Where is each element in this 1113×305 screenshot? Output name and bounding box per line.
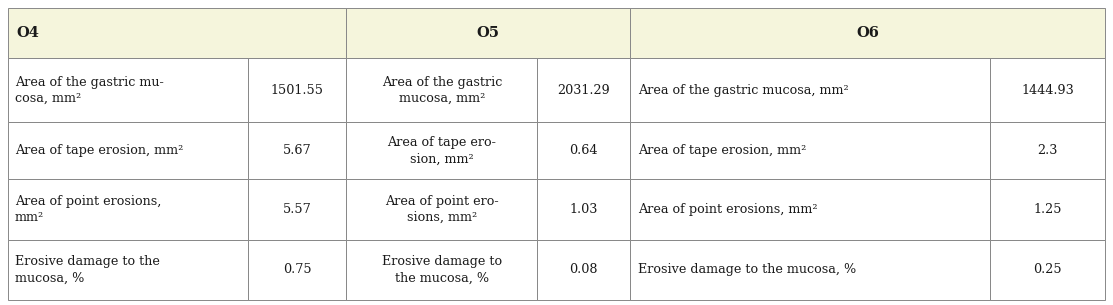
Text: O4: O4 bbox=[16, 26, 39, 40]
Text: Area of the gastric mu-
cosa, mm²: Area of the gastric mu- cosa, mm² bbox=[14, 76, 164, 105]
Bar bbox=[248, 240, 346, 300]
Bar bbox=[538, 179, 630, 240]
Bar bbox=[991, 179, 1105, 240]
Text: Erosive damage to the mucosa, %: Erosive damage to the mucosa, % bbox=[638, 263, 856, 276]
Bar bbox=[248, 179, 346, 240]
Bar bbox=[630, 8, 1105, 58]
Bar bbox=[630, 58, 991, 122]
Text: 1.25: 1.25 bbox=[1034, 203, 1062, 216]
Bar bbox=[8, 179, 248, 240]
Bar bbox=[538, 122, 630, 179]
Bar bbox=[8, 58, 248, 122]
Text: 5.67: 5.67 bbox=[283, 144, 312, 157]
Bar bbox=[8, 240, 248, 300]
Bar bbox=[991, 122, 1105, 179]
Text: 0.75: 0.75 bbox=[283, 263, 312, 276]
Text: Area of point ero-
sions, mm²: Area of point ero- sions, mm² bbox=[385, 195, 499, 224]
Text: Area of point erosions,
mm²: Area of point erosions, mm² bbox=[14, 195, 161, 224]
Text: Erosive damage to the
mucosa, %: Erosive damage to the mucosa, % bbox=[14, 255, 160, 284]
Bar bbox=[346, 8, 630, 58]
Text: 2031.29: 2031.29 bbox=[558, 84, 610, 97]
Bar bbox=[248, 122, 346, 179]
Bar bbox=[346, 240, 538, 300]
Bar bbox=[8, 122, 248, 179]
Bar bbox=[346, 122, 538, 179]
Text: O6: O6 bbox=[856, 26, 879, 40]
Text: 1444.93: 1444.93 bbox=[1022, 84, 1074, 97]
Text: 1.03: 1.03 bbox=[570, 203, 598, 216]
Bar bbox=[630, 179, 991, 240]
Text: 5.57: 5.57 bbox=[283, 203, 312, 216]
Bar bbox=[538, 58, 630, 122]
Bar bbox=[991, 240, 1105, 300]
Text: Area of tape ero-
sion, mm²: Area of tape ero- sion, mm² bbox=[387, 136, 496, 165]
Text: 0.25: 0.25 bbox=[1033, 263, 1062, 276]
Bar bbox=[248, 58, 346, 122]
Bar bbox=[346, 58, 538, 122]
Text: Area of the gastric
mucosa, mm²: Area of the gastric mucosa, mm² bbox=[382, 76, 502, 105]
Text: Erosive damage to
the mucosa, %: Erosive damage to the mucosa, % bbox=[382, 255, 502, 284]
Bar bbox=[346, 179, 538, 240]
Bar bbox=[630, 122, 991, 179]
Text: 1501.55: 1501.55 bbox=[270, 84, 324, 97]
Text: Area of the gastric mucosa, mm²: Area of the gastric mucosa, mm² bbox=[638, 84, 849, 97]
Text: 0.64: 0.64 bbox=[570, 144, 598, 157]
Text: O5: O5 bbox=[476, 26, 500, 40]
Bar bbox=[538, 240, 630, 300]
Text: Area of point erosions, mm²: Area of point erosions, mm² bbox=[638, 203, 818, 216]
Text: Area of tape erosion, mm²: Area of tape erosion, mm² bbox=[14, 144, 184, 157]
Text: 0.08: 0.08 bbox=[570, 263, 598, 276]
Bar bbox=[991, 58, 1105, 122]
Text: Area of tape erosion, mm²: Area of tape erosion, mm² bbox=[638, 144, 807, 157]
Bar bbox=[630, 240, 991, 300]
Bar bbox=[8, 8, 346, 58]
Text: 2.3: 2.3 bbox=[1037, 144, 1057, 157]
